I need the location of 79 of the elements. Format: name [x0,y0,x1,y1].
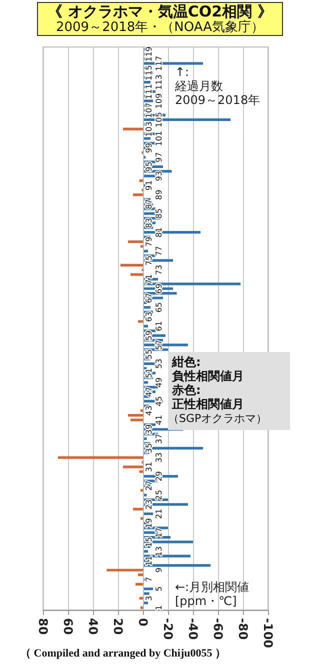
y-tick-label: 35 [144,443,154,454]
x-tick-label: -80 [236,618,250,640]
x-tick-label: -20 [161,618,175,640]
y-tick-label: 5 [154,586,164,592]
y-tick-label: 119 [144,46,154,62]
y-tick-label: 41 [154,414,164,426]
y-tick-label: 89 [154,190,164,200]
y-tick-label: 91 [144,180,154,190]
y-tick-label: 11 [144,556,154,566]
x-tick-label: -60 [211,618,225,640]
y-tick-label: 67 [144,292,154,304]
y-tick-label: 7 [144,576,154,582]
y-tick-label: 85 [154,208,164,219]
annotation: （SGPオクラホマ） [168,412,268,425]
x-tick-label: -40 [186,618,200,640]
y-tick-label: 21 [154,508,164,519]
y-tick-label: 33 [154,452,164,463]
y-tick-label: 61 [154,321,164,332]
y-tick-label: 83 [144,218,154,228]
y-tick-label: 101 [154,130,164,146]
annotation: ←:月別相関値 [ppm・℃] [175,580,250,608]
y-tick-label: 81 [154,227,164,238]
y-tick-label: 27 [144,480,154,491]
y-tick-label: 117 [154,56,164,72]
y-tick-label: 31 [144,462,154,472]
y-tick-label: 79 [144,236,154,247]
y-tick-label: 47 [144,386,154,397]
annotation: 正性相関値月 [171,397,244,411]
annotation: 負性相関値月 [172,369,244,383]
y-tick-label: 69 [154,284,164,294]
y-tick-label: 49 [154,377,164,388]
y-tick-label: 55 [144,349,154,360]
y-tick-label: 77 [154,246,164,256]
y-tick-label: 95 [144,162,154,172]
y-tick-label: 63 [144,312,154,322]
y-tick-label: 113 [154,74,164,90]
y-tick-label: 75 [144,255,154,266]
x-tick-label: -100 [261,618,275,648]
y-tick-label: 97 [154,152,164,162]
text: （ Compiled and arranged by Chiju0055 ） [20,648,226,660]
y-tick-label: 9 [154,568,164,573]
y-tick-label: 71 [144,274,154,284]
annotation: ↑: 経過月数 2009～2018年 [174,65,260,107]
y-tick-label: 37 [154,434,164,444]
y-tick-label: 109 [154,93,164,109]
y-tick-label: 87 [144,199,154,210]
y-tick-label: 13 [154,546,164,556]
y-tick-label: 107 [144,102,154,118]
y-tick-label: 15 [144,536,154,548]
y-tick-label: 1 [154,605,164,610]
y-tick-label: 39 [144,424,154,434]
y-tick-label: 3 [144,596,154,601]
chart-title: 《 オクラホマ・気温CO2相関 》 [48,2,272,20]
y-tick-label: 43 [144,406,154,416]
y-tick-label: 19 [144,518,154,528]
x-tick-label: 40 [86,618,100,635]
annotation: 紺色: [171,355,201,369]
x-tick-label: 80 [36,618,50,635]
annotation: 赤色: [171,383,201,397]
y-tick-label: 29 [154,471,164,482]
y-tick-label: 111 [144,84,154,100]
y-tick-label: 103 [144,121,154,137]
chart-subtitle: 2009～2018年・（NOAA気象庁） [56,19,264,35]
y-tick-label: 73 [154,264,164,275]
x-tick-label: 0 [136,618,150,626]
y-tick-label: 93 [154,170,164,182]
y-tick-label: 51 [144,368,154,378]
y-tick-label: 17 [154,527,164,538]
y-tick-label: 57 [154,340,164,350]
x-tick-label: 60 [61,618,75,635]
y-tick-label: 45 [154,396,164,406]
y-tick-label: 105 [154,112,164,128]
y-tick-label: 53 [154,358,164,369]
x-tick-label: 20 [111,618,125,635]
y-tick-label: 23 [144,499,154,510]
y-tick-label: 65 [154,302,164,312]
y-tick-label: 59 [144,330,154,341]
y-tick-label: 25 [154,490,164,500]
y-tick-label: 99 [144,142,154,153]
